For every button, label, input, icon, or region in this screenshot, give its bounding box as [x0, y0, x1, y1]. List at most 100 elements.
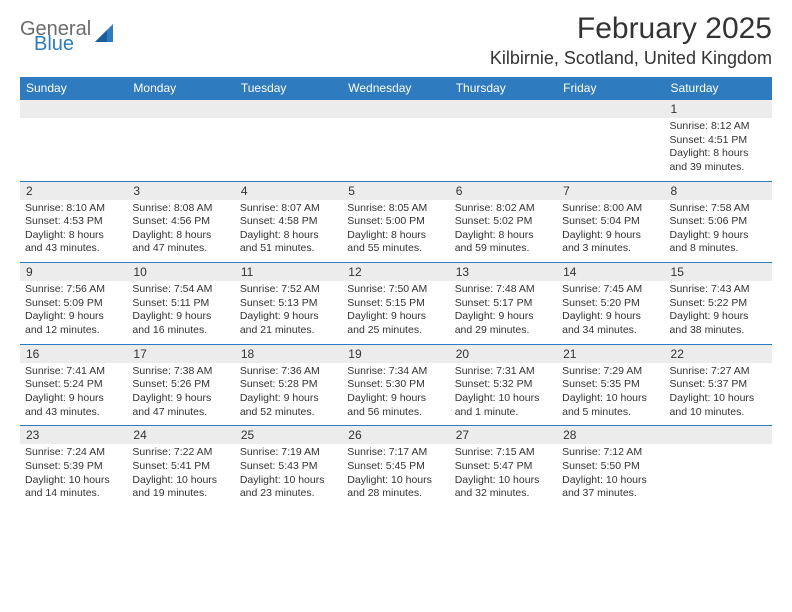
day-detail-line: Sunrise: 7:54 AM: [132, 283, 229, 297]
day-detail-line: Sunset: 4:53 PM: [25, 215, 122, 229]
week-row: Sunrise: 7:56 AMSunset: 5:09 PMDaylight:…: [20, 281, 772, 344]
day-cell: Sunrise: 7:15 AMSunset: 5:47 PMDaylight:…: [450, 444, 557, 507]
day-detail-line: Daylight: 8 hours and 55 minutes.: [347, 229, 444, 256]
day-cell: [665, 444, 772, 507]
day-cell: Sunrise: 7:52 AMSunset: 5:13 PMDaylight:…: [235, 281, 342, 344]
week-row: Sunrise: 8:10 AMSunset: 4:53 PMDaylight:…: [20, 200, 772, 263]
day-cell: Sunrise: 7:24 AMSunset: 5:39 PMDaylight:…: [20, 444, 127, 507]
col-tuesday: Tuesday: [235, 77, 342, 100]
daynum-row: 9101112131415: [20, 263, 772, 282]
day-cell: Sunrise: 7:58 AMSunset: 5:06 PMDaylight:…: [665, 200, 772, 263]
day-detail-line: Sunrise: 7:24 AM: [25, 446, 122, 460]
day-details: Sunrise: 7:34 AMSunset: 5:30 PMDaylight:…: [345, 363, 446, 420]
day-detail-line: Sunset: 5:50 PM: [562, 460, 659, 474]
day-number: 11: [235, 263, 342, 282]
day-number: [127, 100, 234, 119]
day-detail-line: Sunset: 5:04 PM: [562, 215, 659, 229]
col-monday: Monday: [127, 77, 234, 100]
day-detail-line: Sunset: 5:17 PM: [455, 297, 552, 311]
day-detail-line: Sunset: 5:06 PM: [670, 215, 767, 229]
day-cell: [127, 118, 234, 181]
day-detail-line: Daylight: 9 hours and 3 minutes.: [562, 229, 659, 256]
day-details: Sunrise: 7:54 AMSunset: 5:11 PMDaylight:…: [130, 281, 231, 338]
day-detail-line: Sunset: 5:20 PM: [562, 297, 659, 311]
title-block: February 2025 Kilbirnie, Scotland, Unite…: [490, 12, 772, 69]
day-details: Sunrise: 7:45 AMSunset: 5:20 PMDaylight:…: [560, 281, 661, 338]
day-number: [235, 100, 342, 119]
day-number: 4: [235, 181, 342, 200]
day-detail-line: Sunrise: 8:12 AM: [670, 120, 767, 134]
day-number: 25: [235, 426, 342, 445]
day-cell: Sunrise: 8:05 AMSunset: 5:00 PMDaylight:…: [342, 200, 449, 263]
day-number: 7: [557, 181, 664, 200]
day-detail-line: Daylight: 8 hours and 43 minutes.: [25, 229, 122, 256]
day-detail-line: Sunrise: 7:27 AM: [670, 365, 767, 379]
week-row: Sunrise: 7:41 AMSunset: 5:24 PMDaylight:…: [20, 363, 772, 426]
day-detail-line: Sunset: 5:45 PM: [347, 460, 444, 474]
day-cell: Sunrise: 7:12 AMSunset: 5:50 PMDaylight:…: [557, 444, 664, 507]
day-number: 16: [20, 344, 127, 363]
day-number: 18: [235, 344, 342, 363]
day-detail-line: Sunrise: 8:00 AM: [562, 202, 659, 216]
day-detail-line: Daylight: 10 hours and 10 minutes.: [670, 392, 767, 419]
day-number: 9: [20, 263, 127, 282]
day-detail-line: Sunrise: 7:17 AM: [347, 446, 444, 460]
day-detail-line: Sunset: 5:11 PM: [132, 297, 229, 311]
day-cell: Sunrise: 7:56 AMSunset: 5:09 PMDaylight:…: [20, 281, 127, 344]
day-detail-line: Sunrise: 7:29 AM: [562, 365, 659, 379]
day-details: Sunrise: 7:31 AMSunset: 5:32 PMDaylight:…: [453, 363, 554, 420]
day-detail-line: Daylight: 9 hours and 34 minutes.: [562, 310, 659, 337]
day-number: 12: [342, 263, 449, 282]
day-details: [23, 118, 124, 120]
day-header-row: Sunday Monday Tuesday Wednesday Thursday…: [20, 77, 772, 100]
day-number: 17: [127, 344, 234, 363]
location: Kilbirnie, Scotland, United Kingdom: [490, 48, 772, 69]
day-detail-line: Sunrise: 7:19 AM: [240, 446, 337, 460]
day-number: 13: [450, 263, 557, 282]
day-details: [668, 444, 769, 446]
day-number: 3: [127, 181, 234, 200]
day-cell: Sunrise: 8:07 AMSunset: 4:58 PMDaylight:…: [235, 200, 342, 263]
day-cell: Sunrise: 7:50 AMSunset: 5:15 PMDaylight:…: [342, 281, 449, 344]
day-detail-line: Sunset: 4:56 PM: [132, 215, 229, 229]
day-details: [345, 118, 446, 120]
day-detail-line: Sunrise: 7:52 AM: [240, 283, 337, 297]
day-detail-line: Sunset: 5:09 PM: [25, 297, 122, 311]
day-cell: Sunrise: 8:00 AMSunset: 5:04 PMDaylight:…: [557, 200, 664, 263]
day-number: 23: [20, 426, 127, 445]
day-detail-line: Sunrise: 8:08 AM: [132, 202, 229, 216]
day-detail-line: Daylight: 10 hours and 1 minute.: [455, 392, 552, 419]
day-detail-line: Sunset: 5:28 PM: [240, 378, 337, 392]
day-cell: Sunrise: 7:41 AMSunset: 5:24 PMDaylight:…: [20, 363, 127, 426]
day-number: 20: [450, 344, 557, 363]
day-details: Sunrise: 8:08 AMSunset: 4:56 PMDaylight:…: [130, 200, 231, 257]
day-cell: Sunrise: 7:31 AMSunset: 5:32 PMDaylight:…: [450, 363, 557, 426]
day-detail-line: Daylight: 10 hours and 37 minutes.: [562, 474, 659, 501]
day-number: 28: [557, 426, 664, 445]
daynum-row: 2345678: [20, 181, 772, 200]
day-number: [342, 100, 449, 119]
day-detail-line: Sunset: 5:15 PM: [347, 297, 444, 311]
brand-line2: Blue: [34, 35, 91, 53]
day-details: Sunrise: 7:43 AMSunset: 5:22 PMDaylight:…: [668, 281, 769, 338]
day-number: 1: [665, 100, 772, 119]
day-details: Sunrise: 7:12 AMSunset: 5:50 PMDaylight:…: [560, 444, 661, 501]
day-cell: Sunrise: 7:54 AMSunset: 5:11 PMDaylight:…: [127, 281, 234, 344]
daynum-row: 1: [20, 100, 772, 119]
day-detail-line: Sunset: 5:24 PM: [25, 378, 122, 392]
day-detail-line: Sunset: 5:26 PM: [132, 378, 229, 392]
day-cell: Sunrise: 7:45 AMSunset: 5:20 PMDaylight:…: [557, 281, 664, 344]
day-cell: Sunrise: 8:08 AMSunset: 4:56 PMDaylight:…: [127, 200, 234, 263]
day-detail-line: Sunset: 4:51 PM: [670, 134, 767, 148]
day-detail-line: Sunset: 5:35 PM: [562, 378, 659, 392]
day-detail-line: Daylight: 10 hours and 19 minutes.: [132, 474, 229, 501]
day-detail-line: Daylight: 10 hours and 23 minutes.: [240, 474, 337, 501]
day-detail-line: Sunset: 5:02 PM: [455, 215, 552, 229]
day-detail-line: Daylight: 9 hours and 12 minutes.: [25, 310, 122, 337]
day-detail-line: Sunset: 5:13 PM: [240, 297, 337, 311]
day-detail-line: Daylight: 9 hours and 43 minutes.: [25, 392, 122, 419]
day-number: 8: [665, 181, 772, 200]
day-cell: [450, 118, 557, 181]
daynum-row: 232425262728: [20, 426, 772, 445]
day-cell: [342, 118, 449, 181]
